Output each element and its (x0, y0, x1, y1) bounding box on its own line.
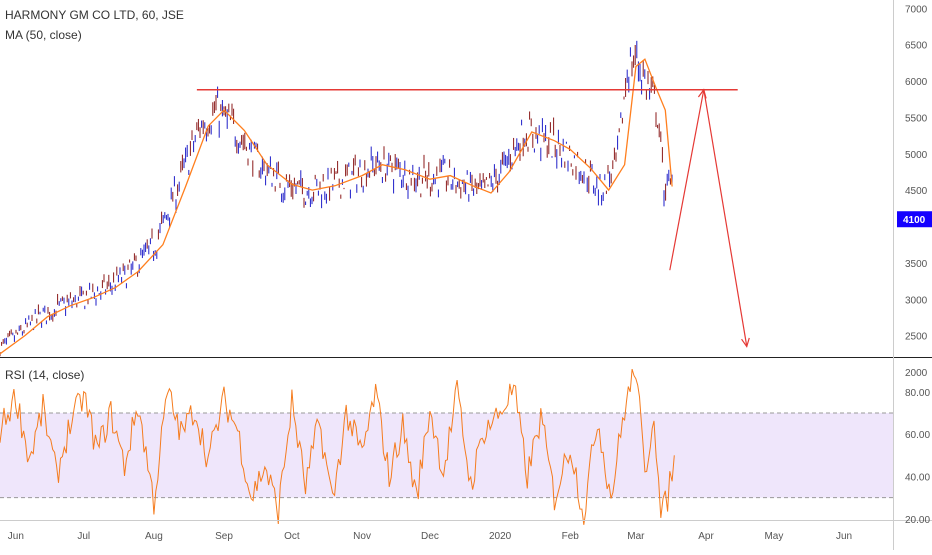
projection-arrowhead-up (697, 88, 707, 99)
time-tick-label: Mar (627, 531, 645, 542)
price-tick-label: 7000 (905, 4, 928, 15)
time-tick-label: Jul (77, 531, 90, 542)
rsi-tick-label: 20.00 (905, 515, 930, 526)
price-tick-label: 2000 (905, 368, 928, 379)
time-tick-label: Jun (8, 531, 24, 542)
time-tick-label: Aug (145, 531, 163, 542)
time-tick-label: May (764, 531, 783, 542)
rsi-band (0, 412, 893, 498)
rsi-group (0, 368, 675, 525)
price-lines-group (0, 58, 750, 355)
time-tick-label: Apr (698, 531, 714, 542)
time-tick-label: Oct (284, 531, 300, 542)
price-tick-label: 3500 (905, 259, 928, 270)
symbol-title: HARMONY GM CO LTD, 60, JSE (5, 8, 184, 22)
rsi-tick-label: 80.00 (905, 388, 930, 399)
rsi-tick-label: 60.00 (905, 430, 930, 441)
price-tick-label: 5500 (905, 113, 928, 124)
price-bars-group (0, 40, 673, 357)
time-tick-label: 2020 (489, 531, 512, 542)
price-tick-label: 6500 (905, 41, 928, 52)
time-tick-label: Feb (562, 531, 580, 542)
projection-arrowhead-down (741, 337, 750, 348)
last-price-badge (897, 211, 932, 228)
time-tick-label: Sep (215, 531, 233, 542)
rsi-line (0, 368, 675, 525)
price-tick-label: 6000 (905, 77, 928, 88)
time-tick-label: Jun (836, 531, 852, 542)
price-tick-label: 2500 (905, 332, 928, 343)
rsi-tick-label: 40.00 (905, 472, 930, 483)
price-tick-label: 4500 (905, 186, 928, 197)
price-tick-label: 5000 (905, 150, 928, 161)
rsi-band-group (0, 412, 893, 499)
price-tick-label: 3000 (905, 295, 928, 306)
time-tick-label: Dec (421, 531, 439, 542)
last-price-label: 4100 (903, 215, 926, 226)
ma-legend: MA (50, close) (5, 28, 82, 42)
ma-line (0, 58, 673, 355)
time-tick-label: Nov (353, 531, 371, 542)
rsi-legend: RSI (14, close) (5, 368, 85, 382)
